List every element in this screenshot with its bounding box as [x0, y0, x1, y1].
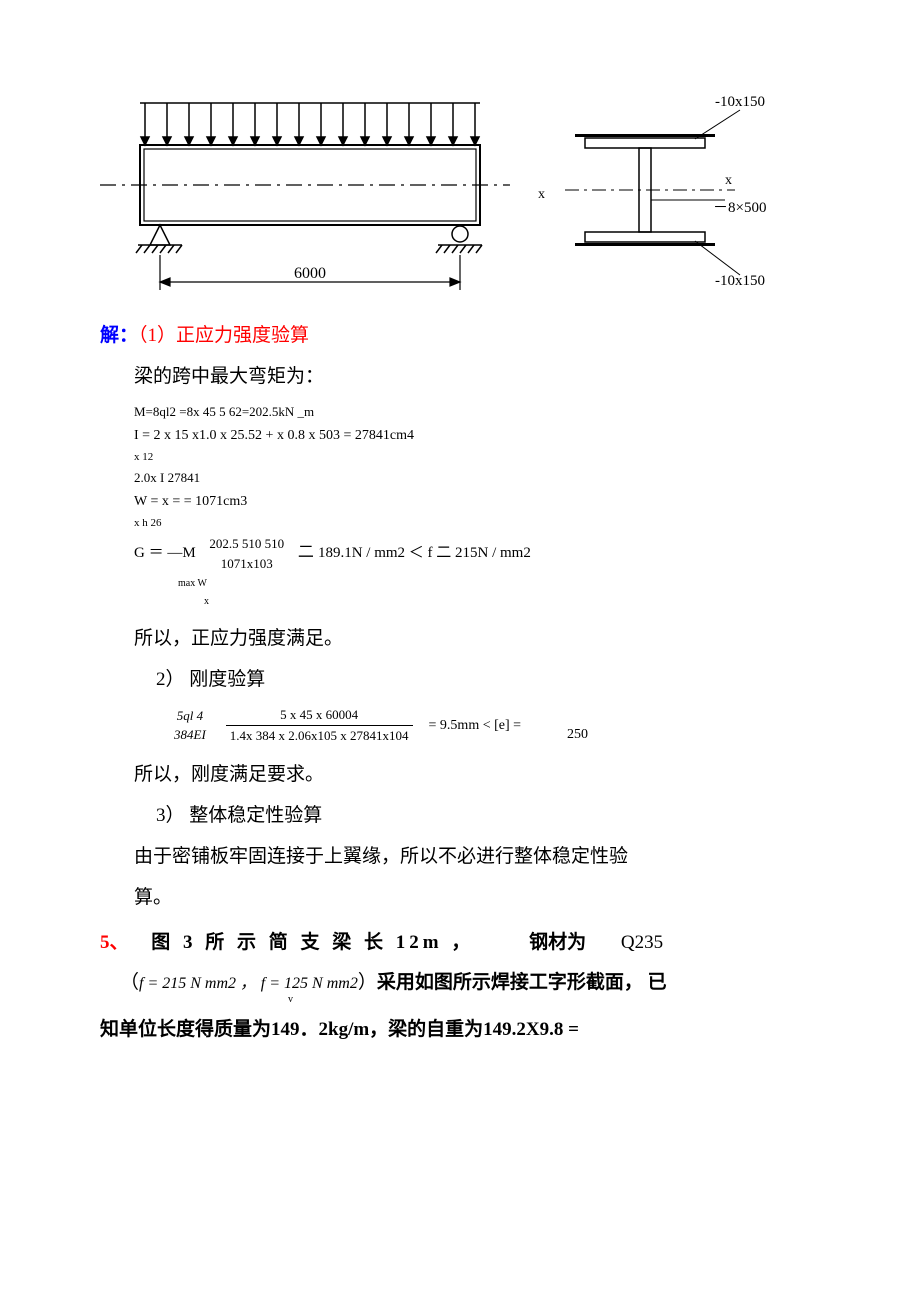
part2-title: 2） 刚度验算 — [156, 664, 820, 691]
p5-lead: 5、 — [100, 932, 129, 953]
bottom-flange-label: -10x150 — [715, 273, 765, 289]
eq-stress-left: G ＝ —M — [134, 545, 196, 561]
equations-part1: M=8ql2 =8x 45 5 62=202.5kN _m I = 2 x 15… — [134, 402, 820, 609]
solution-prefix: 解： — [100, 325, 138, 346]
solution-heading: 解：（1）正应力强度验算 — [100, 320, 820, 347]
section-diagram: -10x150 x －8×500 -10x150 — [565, 90, 775, 300]
p5-text2: 采用如图所示焊接工字形截面， 已 — [377, 972, 667, 993]
page: 6000 x -10x150 x －8×500 -10x150 解：（1）正 — [0, 0, 920, 1090]
eq-inertia: I = 2 x 15 x1.0 x 25.52 + x 0.8 x 503 = … — [134, 425, 820, 446]
span-label: 6000 — [294, 265, 326, 282]
eq-defl-result: = 9.5mm < [e] = — [429, 715, 522, 736]
part2-conclusion: 所以，刚度满足要求。 — [134, 759, 820, 786]
p5-paren-close: ） — [358, 972, 377, 993]
top-flange-label: -10x150 — [715, 94, 765, 110]
p5-paren-open: （ — [120, 972, 139, 993]
eq-defl-den2: 1.4x 384 x 2.06x105 x 27841x104 — [226, 726, 413, 746]
eq-stress-sub2: x — [204, 596, 209, 607]
eq-defl-den1: 384EI — [170, 725, 210, 745]
roller-support-icon — [436, 226, 482, 253]
web-label: －8×500 — [713, 200, 766, 216]
eq-defl-num1: 5ql 4 — [170, 706, 210, 726]
eq-stress-sub: max W — [178, 578, 207, 589]
problem-5: 5、 图 3 所 示 简 支 梁 长 12m ， 钢材为 Q235 （f = 2… — [100, 923, 820, 1050]
axis-label-left: x — [538, 187, 545, 203]
eq-defl-250: 250 — [567, 724, 588, 745]
part1-conclusion: 所以，正应力强度满足。 — [134, 623, 820, 650]
p5-steel: 钢材为 — [529, 932, 586, 953]
eq-stress-den: 1071x103 — [205, 554, 288, 574]
p5-text3: 知单位长度得质量为149．2kg/m，梁的自重为149.2X9.8 = — [100, 1019, 579, 1040]
p5-q235: Q235 — [621, 932, 663, 953]
eq-stress: G ＝ —M 202.5 510 510 1071x103 二 189.1N /… — [134, 534, 820, 573]
eq-stress-num: 202.5 510 510 — [205, 534, 288, 554]
part3-title: 3） 整体稳定性验算 — [156, 800, 820, 827]
diagram-row: 6000 x -10x150 x －8×500 -10x150 — [100, 90, 820, 300]
eq-w-sub: x h 26 — [134, 515, 820, 532]
load-arrows — [140, 103, 480, 145]
eq-section-modulus: W = x = = 1071cm3 — [134, 491, 820, 512]
eq-w-top: 2.0x I 27841 — [134, 468, 820, 488]
equations-part2: 5ql 4 384EI 5 x 45 x 60004 1.4x 384 x 2.… — [170, 705, 820, 745]
eq-stress-result: 189.1N / mm2 ＜ f 二 215N / mm2 — [318, 545, 531, 561]
eq-moment: M=8ql2 =8x 45 5 62=202.5kN _m — [134, 402, 820, 422]
p5-text1: 图 3 所 示 简 支 梁 长 12m ， — [151, 932, 474, 953]
pin-support-icon — [136, 225, 182, 253]
axis-label-right: x — [725, 173, 732, 188]
part3-body1: 由于密铺板牢固连接于上翼缘，所以不必进行整体稳定性验 — [134, 841, 820, 868]
part3-body2: 算。 — [134, 882, 820, 909]
part1-title: （1）正应力强度验算 — [138, 325, 309, 346]
p5-f2: f = 125 N mm2 — [261, 975, 358, 992]
p5-f1: f = 215 N mm2 ， — [139, 975, 256, 992]
eq-defl-num2: 5 x 45 x 60004 — [226, 705, 413, 726]
moment-intro: 梁的跨中最大弯矩为： — [134, 361, 820, 388]
beam-diagram: 6000 — [100, 90, 510, 300]
eq-inertia-sub: x 12 — [134, 449, 820, 466]
